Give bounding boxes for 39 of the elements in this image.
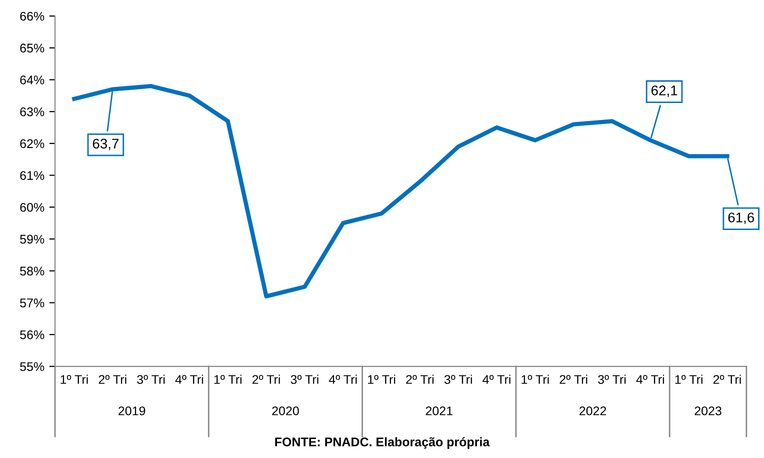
- text: 2023: [694, 406, 722, 416]
- y-tick-label: 59%: [20, 234, 44, 244]
- x-tick-label: 2º Tri: [98, 374, 126, 384]
- x-tick-label: 2º Tri: [713, 374, 741, 384]
- text: 2021: [426, 406, 452, 416]
- x-tick-label: 1º Tri: [368, 374, 396, 384]
- y-tick-label: 57%: [20, 298, 44, 308]
- x-tick-label: 1º Tri: [675, 374, 702, 384]
- y-tick-label: 61%: [20, 171, 44, 180]
- x-tick-label: 4º Tri: [482, 374, 510, 384]
- data-label: 61,6: [728, 212, 754, 224]
- x-tick-label: 1º Tri: [214, 374, 242, 384]
- y-tick-label: 62%: [20, 139, 44, 148]
- x-tick-label: 4º Tri: [636, 374, 664, 384]
- x-tick-label: 4º Tri: [175, 374, 204, 384]
- y-tick-label: 56%: [20, 330, 44, 340]
- data-label: 62,1: [651, 86, 678, 98]
- y-tick-label: 64%: [20, 76, 44, 84]
- x-tick-label: 2º Tri: [252, 374, 280, 384]
- source-note: FONTE: PNADC. Elaboração própria: [275, 437, 490, 449]
- x-tick-label: 2º Tri: [406, 374, 434, 384]
- data-label: 63,7: [92, 138, 118, 150]
- x-tick-label: 3º Tri: [444, 374, 472, 384]
- x-tick-label: 4º Tri: [328, 374, 357, 384]
- y-tick-label: 58%: [20, 266, 44, 276]
- y-tick-label: 65%: [20, 44, 44, 53]
- x-tick-label: 3º Tri: [598, 374, 626, 384]
- x-tick-label: 2º Tri: [560, 374, 588, 384]
- x-tick-label: 3º Tri: [290, 374, 318, 384]
- text: 2022: [580, 406, 606, 416]
- y-tick-label: 60%: [20, 202, 44, 212]
- text: 2020: [272, 406, 299, 416]
- x-tick-label: 3º Tri: [137, 374, 165, 384]
- y-tick-label: 55%: [20, 362, 44, 372]
- x-tick-label: 1º Tri: [522, 374, 549, 384]
- y-tick-label: 66%: [20, 12, 44, 21]
- x-tick-label: 1º Tri: [60, 374, 88, 384]
- text: 2019: [118, 406, 146, 416]
- y-tick-label: 63%: [20, 107, 44, 116]
